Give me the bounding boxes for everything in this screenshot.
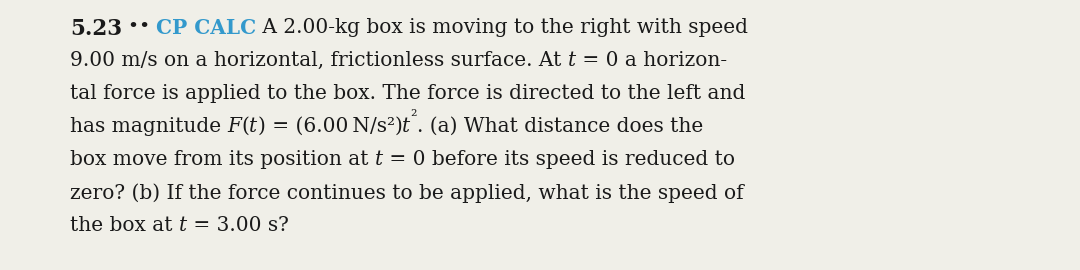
Text: = 0 before its speed is reduced to: = 0 before its speed is reduced to — [383, 150, 735, 169]
Text: zero? (b) If the force continues to be applied, what is the speed of: zero? (b) If the force continues to be a… — [70, 183, 744, 203]
Text: = 3.00 s?: = 3.00 s? — [187, 216, 288, 235]
Text: = 0 a horizon-: = 0 a horizon- — [576, 51, 727, 70]
Text: t: t — [375, 150, 383, 169]
Text: ²: ² — [410, 108, 417, 125]
Text: ••: •• — [122, 18, 157, 36]
Text: (: ( — [242, 117, 249, 136]
Text: A 2.00-kg box is moving to the right with speed: A 2.00-kg box is moving to the right wit… — [257, 18, 748, 37]
Text: 5.23: 5.23 — [70, 18, 122, 40]
Text: has magnitude: has magnitude — [70, 117, 228, 136]
Text: t: t — [249, 117, 257, 136]
Text: ) = (6.00 N/s²): ) = (6.00 N/s²) — [257, 117, 403, 136]
Text: box move from its position at: box move from its position at — [70, 150, 375, 169]
Text: 9.00 m/s on a horizontal, frictionless surface. At: 9.00 m/s on a horizontal, frictionless s… — [70, 51, 568, 70]
Text: CP CALC: CP CALC — [157, 18, 257, 38]
Text: t: t — [568, 51, 576, 70]
Text: the box at: the box at — [70, 216, 179, 235]
Text: . (a) What distance does the: . (a) What distance does the — [417, 117, 703, 136]
Text: F: F — [228, 117, 242, 136]
Text: t: t — [403, 117, 410, 136]
Text: t: t — [179, 216, 187, 235]
Text: tal force is applied to the box. The force is directed to the left and: tal force is applied to the box. The for… — [70, 84, 745, 103]
